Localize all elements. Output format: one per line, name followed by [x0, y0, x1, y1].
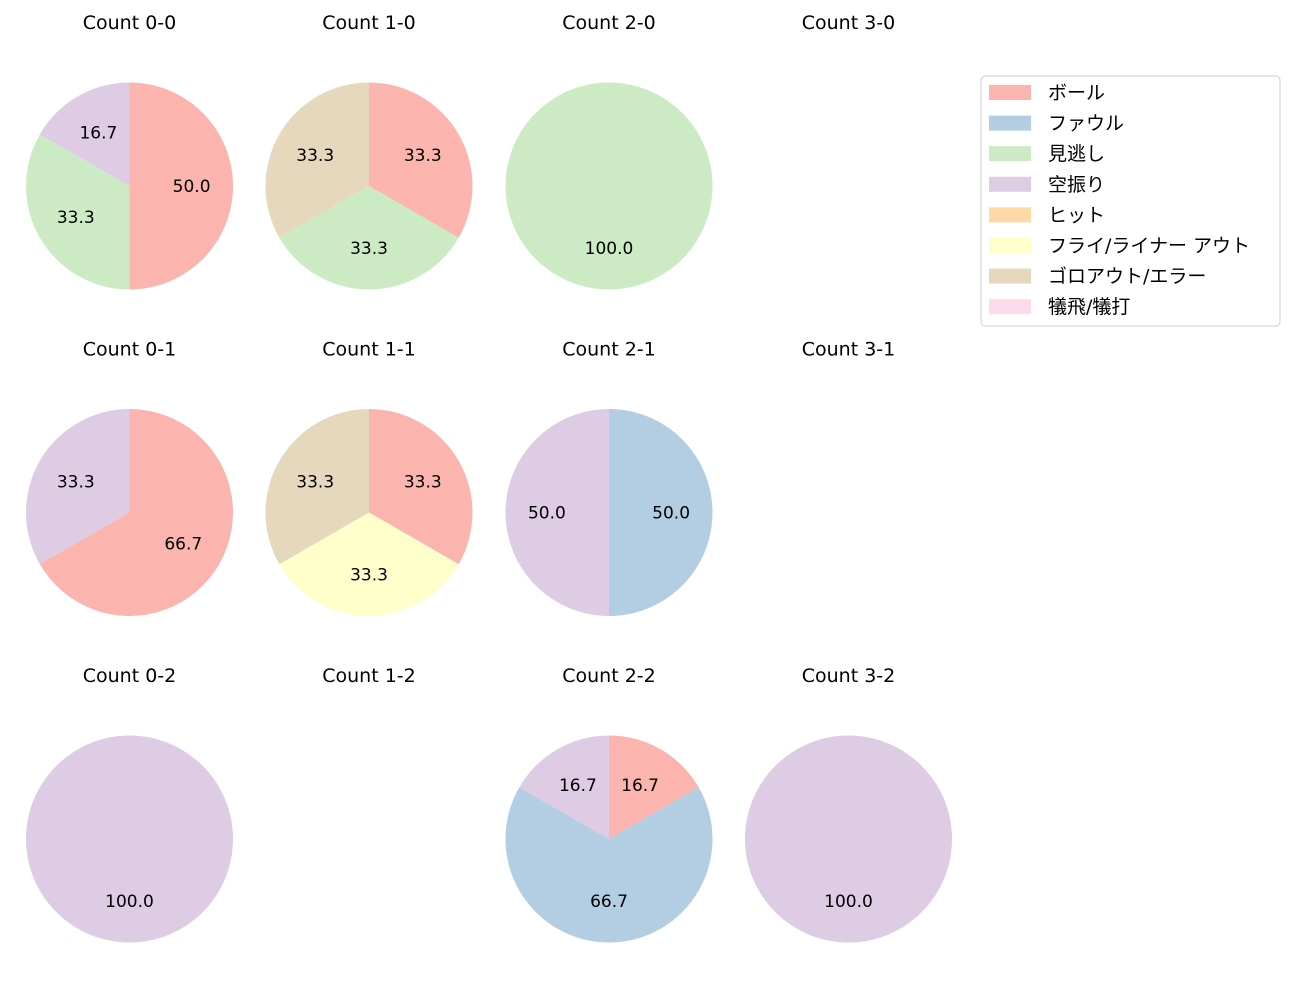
pie-panel-2-0: Count 2-0 100.0: [505, 12, 713, 290]
legend-entry: ファウル: [989, 113, 1124, 135]
legend-entry: ヒット: [989, 204, 1105, 226]
pie-slice-label: 16.7: [559, 776, 597, 796]
legend-swatch: [989, 268, 1031, 284]
legend-swatch: [989, 207, 1031, 223]
pie-title: Count 3-1: [802, 339, 896, 361]
pie-panel-1-1: Count 1-1 33.3 33.3 33.3: [265, 339, 473, 616]
pie-slice-label: 33.3: [350, 239, 388, 259]
pie-slice-label: 16.7: [621, 776, 659, 796]
pie-slice-フライ/ライナー アウト: [279, 512, 459, 616]
pie-slice-ボール: [129, 82, 234, 290]
legend-label: ボール: [1048, 82, 1105, 104]
legend-label: ヒット: [1048, 204, 1105, 226]
pie-title: Count 1-2: [322, 665, 416, 687]
pie-slice-見逃し: [505, 82, 713, 290]
pie-slice-ボール: [369, 82, 473, 238]
pie-panel-3-2: Count 3-2 100.0: [745, 665, 952, 943]
pie-title: Count 0-1: [83, 339, 177, 361]
pie-panel-1-0: Count 1-0 33.3 33.3 33.3: [265, 12, 473, 290]
legend-entry: 犠飛/犠打: [989, 296, 1130, 318]
pie-slice-ゴロアウト/エラー: [265, 82, 369, 238]
pie-panel-0-1: Count 0-1 66.7 33.3: [26, 339, 234, 616]
pie-slice-label: 50.0: [173, 177, 211, 197]
legend-label: 見逃し: [1048, 143, 1105, 165]
pie-panels: Count 0-0 50.0 33.3 16.7 Count 1-0 33.3 33.3 33…: [26, 12, 952, 943]
pie-slice-label: 16.7: [79, 123, 117, 143]
legend-swatch: [989, 146, 1031, 162]
pie-slice-空振り: [39, 82, 130, 186]
pie-title: Count 0-2: [83, 665, 177, 687]
legend-entry: 見逃し: [989, 143, 1105, 165]
pie-panel-3-0: Count 3-0: [802, 12, 896, 34]
pie-title: Count 2-1: [562, 339, 656, 361]
legend-swatch: [989, 115, 1031, 131]
pie-slice-label: 50.0: [652, 504, 690, 524]
pie-slice-label: 50.0: [528, 504, 566, 524]
legend-swatch: [989, 176, 1031, 192]
legend-swatch: [989, 299, 1031, 315]
legend-label: ゴロアウト/エラー: [1048, 266, 1206, 288]
pie-title: Count 3-0: [802, 12, 896, 34]
pie-panel-3-1: Count 3-1: [802, 339, 896, 361]
pie-slice-label: 33.3: [296, 472, 334, 492]
pie-slice-label: 33.3: [57, 472, 95, 492]
pie-slice-label: 66.7: [164, 535, 202, 555]
pie-slice-ファウル: [505, 787, 713, 943]
pie-slice-見逃し: [279, 186, 459, 290]
pie-slice-label: 100.0: [585, 239, 634, 259]
pie-panel-0-0: Count 0-0 50.0 33.3 16.7: [26, 12, 234, 290]
pie-title: Count 1-1: [322, 339, 416, 361]
pie-slice-label: 100.0: [824, 892, 873, 912]
pie-slice-空振り: [745, 735, 952, 943]
pie-slice-空振り: [505, 409, 609, 616]
pie-slice-label: 100.0: [105, 892, 154, 912]
pie-slice-見逃し: [26, 134, 130, 290]
pie-slice-label: 33.3: [350, 566, 388, 586]
legend-label: 犠飛/犠打: [1048, 296, 1130, 318]
pie-slice-ボール: [39, 408, 234, 616]
pie-title: Count 0-0: [83, 12, 177, 34]
pie-title: Count 2-2: [562, 665, 656, 687]
legend-label: 空振り: [1048, 174, 1105, 196]
legend-swatch: [989, 85, 1031, 100]
pie-title: Count 2-0: [562, 12, 656, 34]
pie-title: Count 3-2: [802, 665, 896, 687]
pie-slice-label: 33.3: [404, 472, 442, 492]
pie-slice-ボール: [609, 735, 699, 839]
legend-label: ファウル: [1048, 113, 1124, 135]
legend-swatch: [989, 238, 1031, 253]
pie-slice-ゴロアウト/エラー: [265, 409, 369, 565]
legend-entry: 空振り: [989, 174, 1105, 196]
pie-panel-0-2: Count 0-2 100.0: [26, 665, 233, 943]
legend-label: フライ/ライナー アウト: [1048, 235, 1250, 257]
pie-slice-空振り: [26, 409, 130, 565]
pie-slice-空振り: [519, 735, 609, 839]
pie-panel-1-2: Count 1-2: [322, 665, 416, 687]
pie-slice-ボール: [369, 409, 473, 565]
pie-panel-2-1: Count 2-1 50.0 50.0: [505, 339, 713, 616]
pie-slice-label: 66.7: [590, 892, 628, 912]
legend-frame: [980, 75, 1281, 327]
pie-slice-label: 33.3: [404, 146, 442, 166]
pie-title: Count 1-0: [322, 12, 416, 34]
legend-entry: フライ/ライナー アウト: [989, 235, 1250, 257]
legend-entry: ゴロアウト/エラー: [989, 266, 1206, 288]
legend-entry: ボール: [989, 82, 1105, 104]
pie-slice-label: 33.3: [57, 208, 95, 228]
pie-slice-label: 33.3: [296, 146, 334, 166]
pie-panel-2-2: Count 2-2 16.7 66.7 16.7: [505, 665, 713, 943]
pie-slice-ファウル: [609, 409, 713, 616]
pie-slice-空振り: [26, 735, 233, 943]
